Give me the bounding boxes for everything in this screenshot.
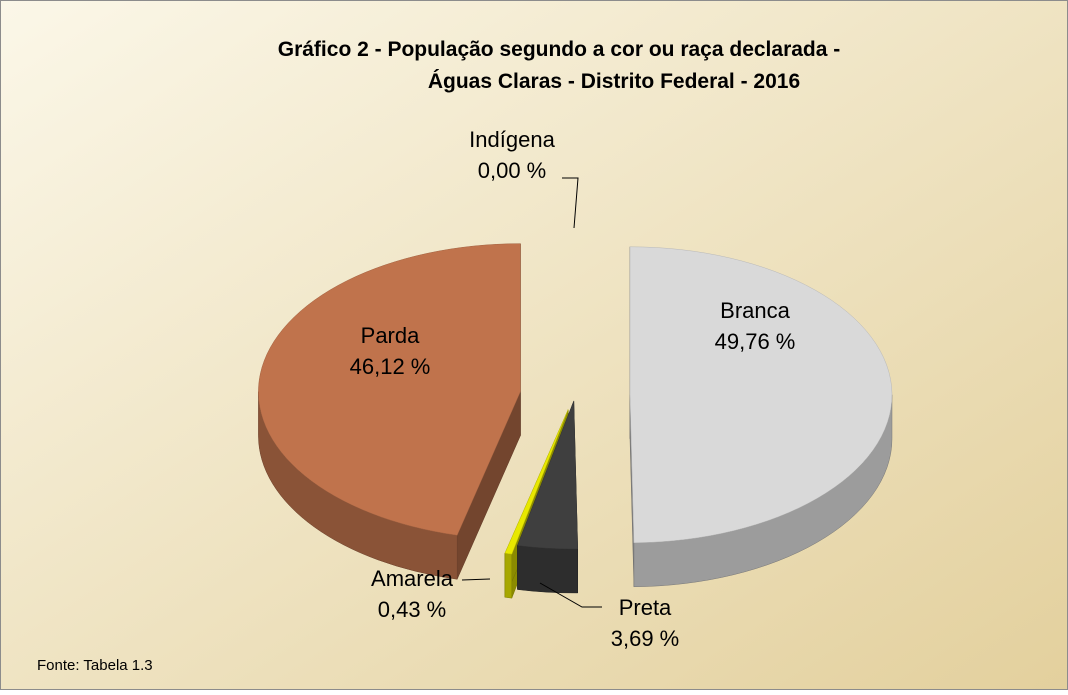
slice-label: Amarela bbox=[371, 566, 454, 591]
chart-title: Águas Claras - Distrito Federal - 2016 bbox=[428, 70, 800, 93]
source-note: Fonte: Tabela 1.3 bbox=[37, 657, 153, 674]
slice-label: Branca bbox=[720, 298, 790, 323]
value-label: 49,76 % bbox=[715, 329, 796, 354]
slice-side bbox=[504, 552, 513, 599]
slice-top bbox=[517, 400, 578, 550]
labels: Branca 49,76 % Preta 3,69 % Amarela 0,43 % Par… bbox=[350, 127, 796, 651]
leader-line bbox=[539, 582, 602, 608]
slice-top bbox=[258, 243, 521, 536]
chart-title: Gráfico 2 - População segundo a cor ou r… bbox=[278, 38, 841, 61]
pie-slice bbox=[629, 246, 893, 588]
value-label: 3,69 % bbox=[611, 626, 680, 651]
slice-top bbox=[504, 409, 569, 555]
value-label: 46,12 % bbox=[350, 354, 431, 379]
leader-line bbox=[461, 578, 491, 581]
pie-slice bbox=[258, 243, 521, 580]
value-label: 0,00 % bbox=[478, 158, 547, 183]
slice-top bbox=[629, 246, 893, 544]
slice-side bbox=[517, 545, 578, 594]
value-label: 0,43 % bbox=[378, 597, 447, 622]
slice-label: Parda bbox=[361, 323, 420, 348]
slice-label: Indígena bbox=[469, 127, 555, 152]
slice-label: Preta bbox=[619, 595, 672, 620]
pie bbox=[258, 243, 893, 599]
pie-slice bbox=[517, 400, 578, 594]
leader-line bbox=[562, 177, 579, 229]
